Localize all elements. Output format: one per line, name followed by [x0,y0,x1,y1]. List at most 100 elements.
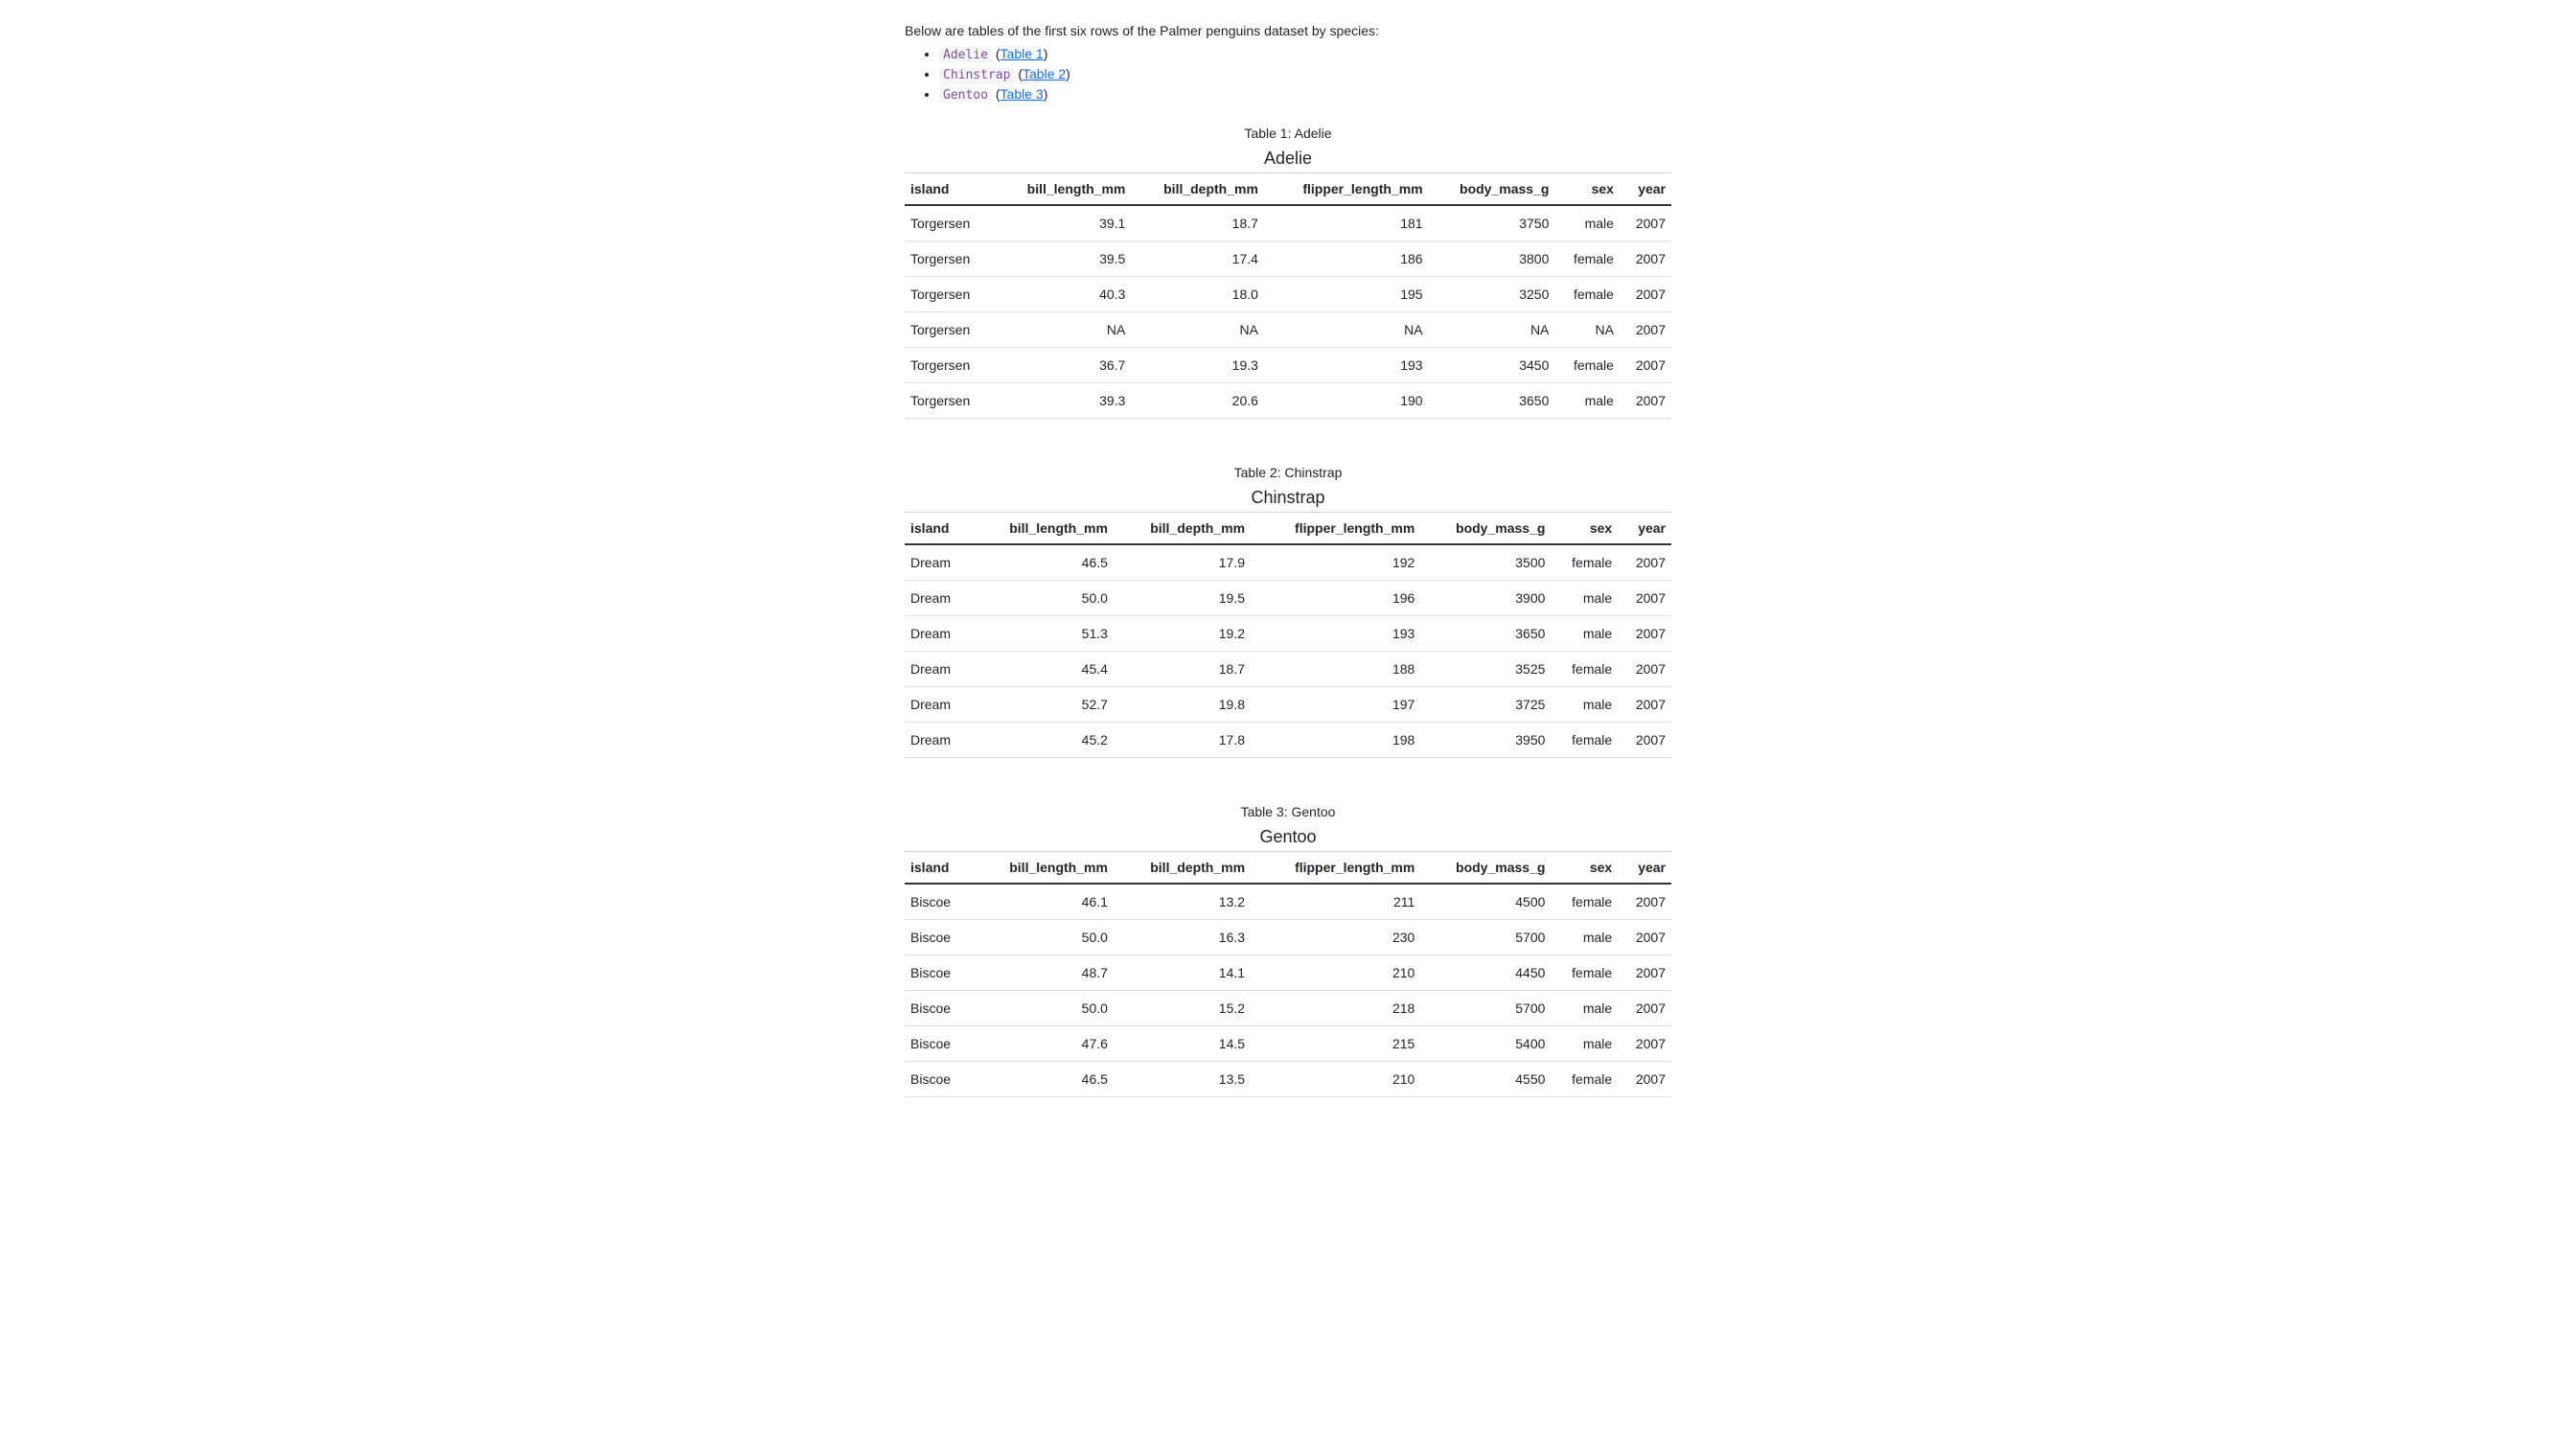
table-cell: 45.4 [972,652,1114,687]
species-code: Gentoo [939,87,992,104]
column-header: year [1618,513,1671,545]
table-link-2[interactable]: Table 2 [1023,66,1066,81]
table-cell: male [1551,616,1618,652]
table-cell: 18.7 [1131,205,1264,242]
table-cell: 3650 [1420,616,1551,652]
table-cell: 39.3 [994,383,1131,419]
table-row: Biscoe47.614.52155400male2007 [905,1026,1671,1062]
table-cell: 210 [1251,955,1420,991]
table-cell: NA [994,312,1131,348]
table-cell: 230 [1251,920,1420,955]
table-cell: 3450 [1429,348,1555,383]
table-cell: 2007 [1618,723,1671,758]
tables-container: Table 1: AdelieAdelieislandbill_length_m… [905,126,1671,1097]
table-cell: Biscoe [905,884,972,920]
table-row: Torgersen36.719.31933450female2007 [905,348,1671,383]
column-header: flipper_length_mm [1251,852,1420,885]
table-cell: 4500 [1420,884,1551,920]
species-code: Chinstrap [939,67,1014,83]
table-row: Torgersen39.118.71813750male2007 [905,205,1671,242]
table-row: Torgersen39.320.61903650male2007 [905,383,1671,419]
table-cell: 39.1 [994,205,1131,242]
table-cell: male [1551,920,1618,955]
table-cell: 45.2 [972,723,1114,758]
table-cell: 5700 [1420,991,1551,1026]
species-code: Adelie [939,47,992,63]
data-table: islandbill_length_mmbill_depth_mmflipper… [905,172,1671,419]
paren-close: ) [1066,66,1070,81]
table-cell: 15.2 [1114,991,1251,1026]
table-caption: Table 2: Chinstrap [905,465,1671,480]
paren-close: ) [1044,86,1048,102]
table-header-row: islandbill_length_mmbill_depth_mmflipper… [905,852,1671,885]
table-cell: 4450 [1420,955,1551,991]
table-cell: 2007 [1618,1026,1671,1062]
table-cell: 2007 [1618,920,1671,955]
data-table: islandbill_length_mmbill_depth_mmflipper… [905,851,1671,1097]
table-block: Table 2: ChinstrapChinstrapislandbill_le… [905,465,1671,758]
table-cell: male [1551,581,1618,616]
table-cell: 181 [1264,205,1429,242]
table-cell: 52.7 [972,687,1114,723]
column-header: sex [1551,852,1618,885]
table-title: Chinstrap [905,488,1671,508]
paren-close: ) [1044,46,1048,61]
table-caption: Table 1: Adelie [905,126,1671,141]
table-cell: 2007 [1618,544,1671,581]
table-cell: 3725 [1420,687,1551,723]
column-header: bill_depth_mm [1131,173,1264,206]
table-cell: 5700 [1420,920,1551,955]
table-cell: female [1554,277,1620,312]
table-cell: 4550 [1420,1062,1551,1097]
column-header: bill_length_mm [994,173,1131,206]
table-cell: 51.3 [972,616,1114,652]
table-cell: Dream [905,616,972,652]
table-link-3[interactable]: Table 3 [1000,86,1044,102]
table-cell: female [1551,884,1618,920]
table-row: Dream46.517.91923500female2007 [905,544,1671,581]
table-cell: Torgersen [905,242,994,277]
table-cell: female [1551,652,1618,687]
list-item: Chinstrap (Table 2) [939,66,1671,82]
table-row: Dream51.319.21933650male2007 [905,616,1671,652]
table-cell: 2007 [1620,205,1671,242]
table-row: Torgersen39.517.41863800female2007 [905,242,1671,277]
table-cell: Torgersen [905,348,994,383]
table-cell: 20.6 [1131,383,1264,419]
table-cell: 211 [1251,884,1420,920]
table-cell: 19.2 [1114,616,1251,652]
table-cell: Dream [905,687,972,723]
table-cell: 3650 [1429,383,1555,419]
table-cell: male [1551,1026,1618,1062]
column-header: bill_length_mm [972,852,1114,885]
table-row: Dream45.418.71883525female2007 [905,652,1671,687]
table-cell: NA [1429,312,1555,348]
column-header: island [905,173,994,206]
table-cell: female [1551,1062,1618,1097]
table-cell: male [1554,383,1620,419]
table-cell: NA [1131,312,1264,348]
table-cell: female [1551,723,1618,758]
table-cell: 17.4 [1131,242,1264,277]
table-cell: male [1554,205,1620,242]
table-cell: 5400 [1420,1026,1551,1062]
table-link-1[interactable]: Table 1 [1000,46,1044,61]
table-cell: male [1551,687,1618,723]
table-cell: 215 [1251,1026,1420,1062]
table-cell: 3750 [1429,205,1555,242]
table-row: Dream52.719.81973725male2007 [905,687,1671,723]
table-cell: 193 [1264,348,1429,383]
column-header: bill_depth_mm [1114,513,1251,545]
table-cell: 19.8 [1114,687,1251,723]
table-cell: 2007 [1618,1062,1671,1097]
table-cell: female [1551,544,1618,581]
table-row: Biscoe50.015.22185700male2007 [905,991,1671,1026]
table-cell: 13.5 [1114,1062,1251,1097]
table-cell: Biscoe [905,991,972,1026]
table-cell: Dream [905,581,972,616]
table-cell: 190 [1264,383,1429,419]
table-cell: 17.9 [1114,544,1251,581]
table-cell: 39.5 [994,242,1131,277]
table-row: Dream50.019.51963900male2007 [905,581,1671,616]
table-cell: 14.5 [1114,1026,1251,1062]
